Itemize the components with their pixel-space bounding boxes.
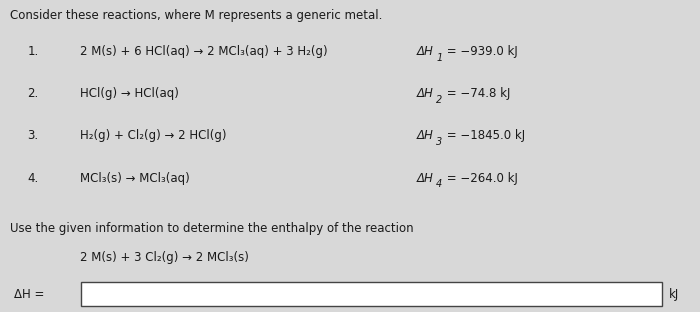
Text: 4: 4 <box>436 179 442 189</box>
Text: = −939.0 kJ: = −939.0 kJ <box>443 45 518 58</box>
Text: = −1845.0 kJ: = −1845.0 kJ <box>443 129 525 143</box>
Bar <box>80 282 662 306</box>
Text: ΔH =: ΔH = <box>14 288 44 301</box>
Text: 2: 2 <box>436 95 442 105</box>
Text: Use the given information to determine the enthalpy of the reaction: Use the given information to determine t… <box>10 222 414 235</box>
Text: = −264.0 kJ: = −264.0 kJ <box>443 172 518 185</box>
Text: ΔH: ΔH <box>416 129 433 143</box>
Text: ΔH: ΔH <box>416 172 433 185</box>
Text: 2 M(s) + 6 HCl(aq) → 2 MCl₃(aq) + 3 H₂(g): 2 M(s) + 6 HCl(aq) → 2 MCl₃(aq) + 3 H₂(g… <box>80 45 328 58</box>
Text: 1.: 1. <box>27 45 38 58</box>
Text: H₂(g) + Cl₂(g) → 2 HCl(g): H₂(g) + Cl₂(g) → 2 HCl(g) <box>80 129 227 143</box>
Text: = −74.8 kJ: = −74.8 kJ <box>443 87 510 100</box>
Text: MCl₃(s) → MCl₃(aq): MCl₃(s) → MCl₃(aq) <box>80 172 190 185</box>
Text: ΔH: ΔH <box>416 87 433 100</box>
Text: kJ: kJ <box>668 288 679 301</box>
Text: ΔH: ΔH <box>416 45 433 58</box>
Text: HCl(g) → HCl(aq): HCl(g) → HCl(aq) <box>80 87 179 100</box>
Text: 1: 1 <box>436 53 442 63</box>
Text: Consider these reactions, where M represents a generic metal.: Consider these reactions, where M repres… <box>10 9 383 22</box>
Text: 3: 3 <box>436 137 442 147</box>
Text: 2 M(s) + 3 Cl₂(g) → 2 MCl₃(s): 2 M(s) + 3 Cl₂(g) → 2 MCl₃(s) <box>80 251 249 264</box>
Text: 4.: 4. <box>27 172 38 185</box>
Text: 3.: 3. <box>27 129 38 143</box>
Text: 2.: 2. <box>27 87 38 100</box>
